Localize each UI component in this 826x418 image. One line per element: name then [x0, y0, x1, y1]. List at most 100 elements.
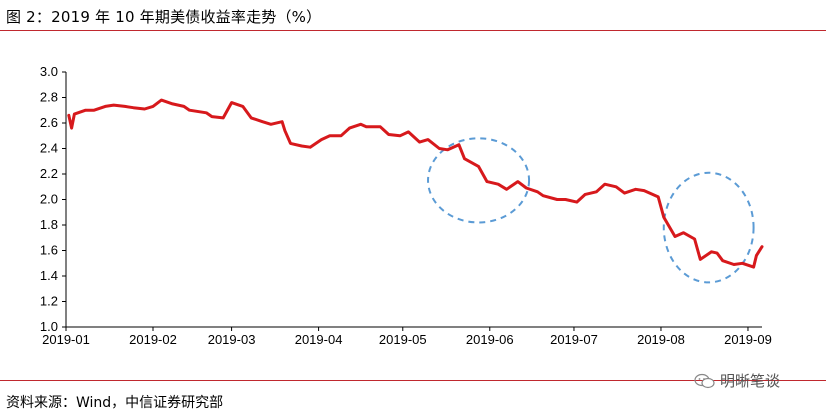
data-point [328, 134, 332, 137]
y-tick-label: 1.4 [40, 268, 58, 283]
yield-series-line [67, 98, 764, 269]
data-point [289, 142, 292, 145]
data-point [485, 180, 489, 183]
y-tick-label: 1.2 [40, 294, 58, 309]
data-point [269, 123, 273, 126]
source-divider [0, 380, 826, 381]
data-point [710, 250, 713, 253]
data-point [564, 198, 567, 201]
source-note: 资料来源：Wind，中信证券研究部 [6, 395, 224, 411]
y-tick-label: 2.4 [40, 141, 58, 156]
data-point [73, 112, 76, 116]
data-point [699, 258, 702, 261]
y-tick-label: 3.0 [40, 64, 58, 79]
data-point [308, 146, 312, 149]
data-point [418, 140, 421, 144]
y-axis-ticks: 1.0 1.2 1.4 1.6 1.8 2.0 2.2 2.4 2.6 2.8 3.0 [40, 64, 66, 334]
data-point [682, 231, 685, 234]
data-point [379, 125, 382, 129]
data-point [300, 144, 303, 148]
data-point [188, 109, 191, 112]
data-point [67, 114, 71, 117]
data-point [280, 120, 284, 123]
data-point [662, 216, 665, 219]
data-point [505, 188, 508, 191]
data-point [123, 105, 127, 108]
data-point [583, 193, 587, 196]
x-tick-label: 2019-02 [129, 332, 177, 347]
annotation-layer [427, 137, 755, 284]
data-point [721, 259, 724, 262]
y-tick-label: 1.0 [40, 319, 58, 334]
y-tick-label: 1.6 [40, 243, 58, 258]
data-point [715, 251, 719, 255]
yield-line-chart: 1.0 1.2 1.4 1.6 1.8 2.0 2.2 2.4 2.6 2.8 3.0 2019-0… [40, 64, 772, 347]
data-point [112, 103, 115, 107]
data-point [359, 123, 362, 126]
data-point [261, 120, 264, 123]
x-tick-label: 2019-08 [637, 332, 685, 347]
data-point [210, 115, 214, 118]
data-point [241, 105, 245, 108]
wechat-icon [694, 373, 715, 388]
data-point [575, 200, 578, 204]
data-point [525, 186, 528, 190]
data-point [84, 109, 87, 112]
data-point [407, 130, 410, 134]
dashed-ellipse-annotation [427, 137, 531, 224]
data-point [642, 189, 646, 192]
data-point [541, 194, 545, 197]
data-point [171, 102, 174, 106]
data-point [603, 183, 607, 186]
chart-title: 图 2：2019 年 10 年期美债收益率走势（%） [6, 8, 322, 26]
data-point [741, 262, 744, 265]
data-point [760, 245, 764, 248]
data-point [634, 188, 637, 191]
data-point [496, 183, 500, 186]
data-point [92, 109, 96, 112]
data-point [457, 143, 461, 146]
data-point [70, 126, 73, 130]
x-tick-label: 2019-04 [295, 332, 343, 347]
dashed-ellipse-annotation [662, 171, 755, 284]
data-point [132, 106, 135, 109]
data-point [755, 254, 758, 257]
data-point [398, 134, 402, 137]
data-point [673, 235, 677, 238]
data-point [151, 105, 155, 108]
data-point [182, 105, 186, 108]
watermark-text: 明晰笔谈 [720, 372, 781, 390]
data-point [536, 190, 539, 194]
data-point [446, 148, 449, 151]
y-tick-label: 2.6 [40, 115, 58, 130]
data-point [752, 265, 755, 269]
x-tick-label: 2019-03 [208, 332, 256, 347]
x-tick-label: 2019-09 [724, 332, 772, 347]
y-tick-label: 2.8 [40, 90, 58, 105]
data-point [387, 133, 390, 136]
data-point [250, 116, 253, 120]
y-tick-label: 2.2 [40, 166, 58, 181]
data-point [426, 138, 430, 141]
y-tick-label: 2.0 [40, 192, 58, 207]
data-point [365, 125, 368, 129]
data-point [693, 237, 696, 241]
title-divider [0, 30, 826, 31]
y-tick-label: 1.8 [40, 217, 58, 232]
data-point [516, 180, 520, 183]
data-point [283, 129, 287, 132]
data-point [595, 190, 598, 194]
watermark: 明晰笔谈 [694, 370, 780, 391]
data-point [656, 195, 660, 199]
data-point [230, 101, 233, 104]
x-tick-label: 2019-06 [466, 332, 514, 347]
data-point [339, 134, 343, 137]
data-point [623, 191, 626, 195]
data-point [732, 263, 736, 266]
data-point [104, 105, 107, 108]
x-axis-ticks: 2019-01 2019-02 2019-03 2019-04 2019-05 2019-… [42, 327, 772, 347]
data-point [438, 147, 441, 150]
x-tick-label: 2019-07 [550, 332, 598, 347]
series-layer [67, 98, 764, 269]
data-point [160, 98, 163, 102]
